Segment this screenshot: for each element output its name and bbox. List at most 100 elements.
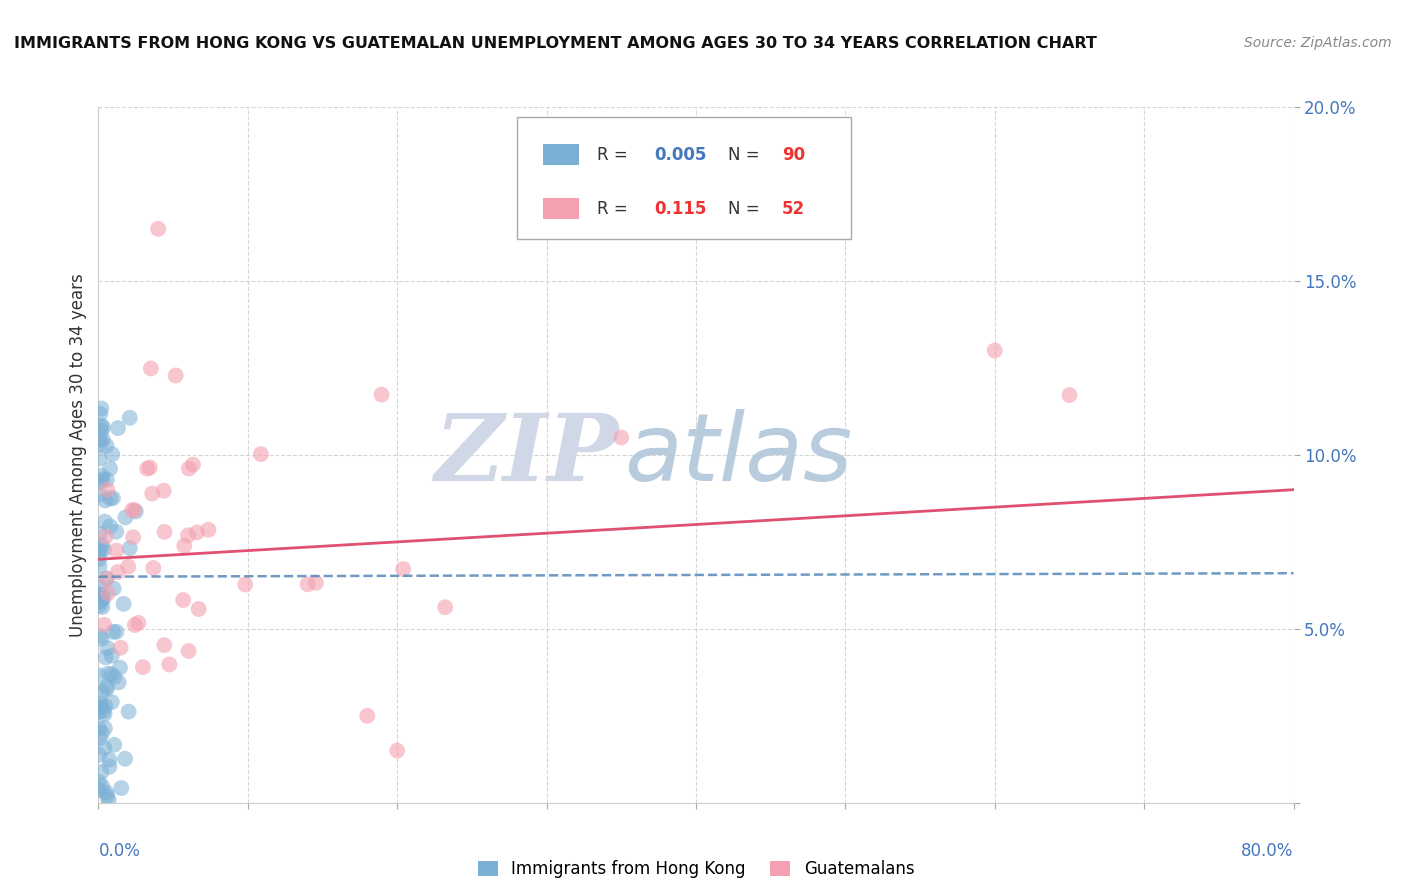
Point [177,644,200,658]
Point [90,632,112,646]
Point [89,437,111,451]
Point [93,617,115,632]
Point [98,519,121,533]
Point [98,760,121,774]
Point [93,706,115,721]
Text: 0.115: 0.115 [654,200,707,218]
Point [122,530,145,544]
Text: 0.0%: 0.0% [98,842,141,860]
Point [90,592,112,607]
Point [90,418,112,433]
Point [153,638,176,652]
Point [91,599,114,614]
Point [177,461,200,475]
Point [118,410,141,425]
Point [112,597,135,611]
Point [139,361,162,376]
Point [125,504,148,518]
Point [356,708,378,723]
Point [89,696,111,710]
Point [89,783,111,797]
Point [114,752,136,766]
Point [89,451,111,466]
Point [98,461,121,475]
Point [93,704,115,718]
Point [90,588,112,602]
Point [181,458,204,472]
Point [89,433,111,447]
Point [89,542,111,557]
Point [108,661,131,675]
Point [89,407,111,421]
Legend: Immigrants from Hong Kong, Guatemalans: Immigrants from Hong Kong, Guatemalans [471,854,921,885]
Point [89,599,111,613]
Point [197,523,219,537]
Point [101,491,124,505]
FancyBboxPatch shape [543,198,579,219]
Point [89,527,111,541]
Point [90,538,112,552]
Point [90,401,112,416]
Point [105,624,128,639]
Point [107,675,129,690]
Point [101,447,124,461]
Point [127,615,149,630]
Point [103,738,125,752]
Text: R =: R = [596,200,633,218]
Point [305,575,328,590]
Point [91,726,114,740]
Point [114,510,136,524]
Point [94,530,117,544]
Text: ZIP: ZIP [434,410,619,500]
Point [177,528,200,542]
Point [187,602,209,616]
Point [117,705,139,719]
Point [152,483,174,498]
Point [434,600,457,615]
Point [91,420,114,434]
Point [610,430,633,444]
Point [94,515,117,529]
Point [98,491,121,506]
Point [186,525,208,540]
Point [96,572,118,586]
Point [89,731,111,746]
Point [89,552,111,566]
Point [136,461,159,475]
Point [233,577,256,591]
Text: R =: R = [596,145,633,163]
Text: 80.0%: 80.0% [1241,842,1294,860]
Point [110,780,132,795]
Point [97,586,120,600]
Point [105,543,128,558]
Point [89,475,111,489]
Point [100,648,122,663]
Point [89,668,111,682]
Point [385,744,409,758]
Point [121,503,143,517]
Point [98,753,121,767]
Point [96,439,118,453]
Point [89,587,111,601]
Point [91,473,114,487]
Point [173,539,195,553]
Point [107,421,129,435]
Point [91,684,114,698]
Point [90,424,112,438]
Point [89,595,111,609]
Point [97,666,120,681]
Point [250,447,273,461]
Point [93,542,115,557]
Point [103,624,125,639]
Text: N =: N = [728,200,765,218]
Point [89,747,111,762]
Point [103,670,125,684]
Point [1059,388,1081,402]
Point [100,667,122,681]
Point [94,721,117,735]
Point [90,700,112,714]
Point [93,591,115,606]
Point [91,433,114,447]
Point [94,650,117,665]
Point [984,343,1007,358]
